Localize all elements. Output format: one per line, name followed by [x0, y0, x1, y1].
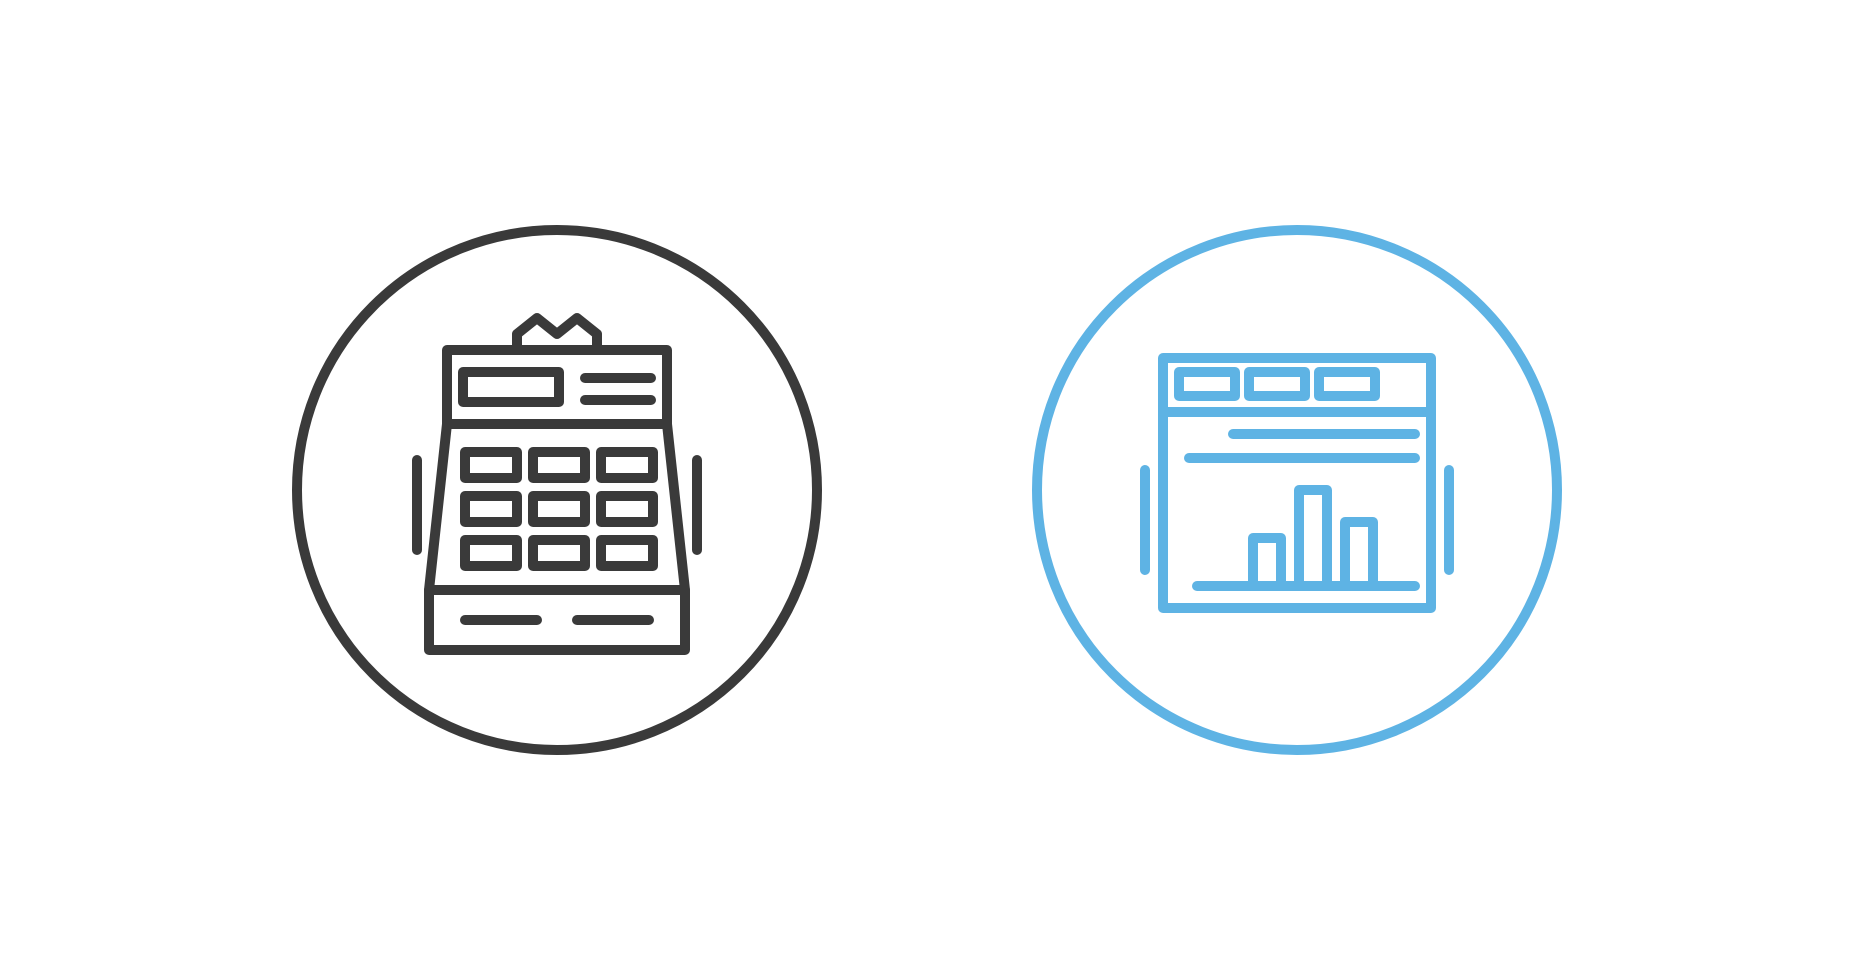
analytics-window-icon	[1017, 210, 1577, 770]
cash-register-icon	[277, 210, 837, 770]
icon-pair	[277, 210, 1577, 770]
